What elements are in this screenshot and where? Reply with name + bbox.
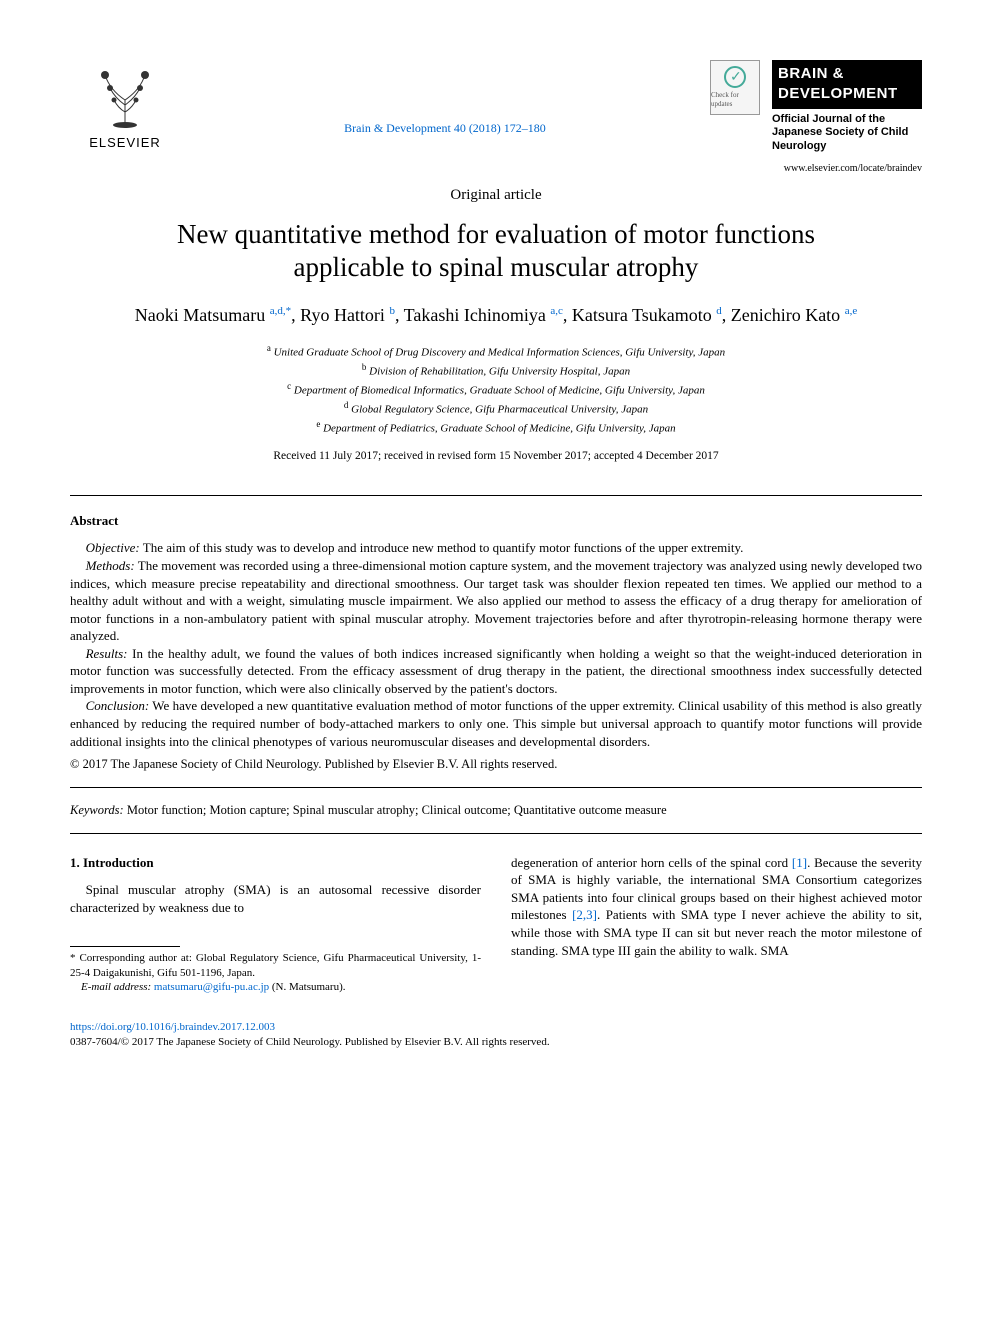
intro-para-left: Spinal muscular atrophy (SMA) is an auto… [70,881,481,916]
corresponding-email-link[interactable]: matsumaru@gifu-pu.ac.jp [154,981,269,993]
body-columns: 1. Introduction Spinal muscular atrophy … [70,854,922,995]
affil-d: Global Regulatory Science, Gifu Pharmace… [351,404,648,416]
affiliations: a United Graduate School of Drug Discove… [70,342,922,437]
rule-below-keywords [70,833,922,834]
objective-text: The aim of this study was to develop and… [143,540,744,555]
footnote-corr: * Corresponding author at: Global Regula… [70,951,481,980]
header-center: Brain & Development 40 (2018) 172–180 [180,60,710,136]
journal-reference-link[interactable]: Brain & Development 40 (2018) 172–180 [344,120,546,136]
affil-e: Department of Pediatrics, Graduate Schoo… [323,423,676,435]
objective-label: Objective: [86,540,140,555]
corresponding-footnote: * Corresponding author at: Global Regula… [70,951,481,994]
rule-above-keywords [70,787,922,788]
results-text: In the healthy adult, we found the value… [70,646,922,696]
journal-badge: BRAIN & DEVELOPMENT Official Journal of … [772,60,922,175]
right-column: degeneration of anterior horn cells of t… [511,854,922,995]
section-1-heading: 1. Introduction [70,854,481,872]
authors: Naoki Matsumaru a,d,*, Ryo Hattori b, Ta… [70,303,922,328]
page-header: ELSEVIER Brain & Development 40 (2018) 1… [70,60,922,175]
abstract-heading: Abstract [70,512,922,530]
journal-badge-title: BRAIN & DEVELOPMENT [772,60,922,109]
crossmark-label: Check for updates [711,91,759,110]
ref-link-2-3[interactable]: [2,3] [572,907,597,922]
methods-label: Methods: [86,558,135,573]
results-label: Results: [86,646,128,661]
publisher-logo-block: ELSEVIER [70,60,180,152]
journal-url: www.elsevier.com/locate/braindev [772,162,922,176]
crossmark-badge[interactable]: Check for updates [710,60,760,115]
copyright-line: © 2017 The Japanese Society of Child Neu… [70,756,922,773]
footnote-rule [70,946,180,947]
crossmark-check-icon [724,66,746,88]
col2-a: degeneration of anterior horn cells of t… [511,855,792,870]
ref-link-1[interactable]: [1] [792,855,807,870]
header-right: Check for updates BRAIN & DEVELOPMENT Of… [710,60,922,175]
elsevier-logo-icon [90,60,160,130]
methods-text: The movement was recorded using a three-… [70,558,922,643]
article-title: New quantitative method for evaluation o… [130,218,862,286]
affil-c: Department of Biomedical Informatics, Gr… [294,385,705,397]
badge-line2: DEVELOPMENT [778,85,898,102]
conclusion-label: Conclusion: [86,698,150,713]
badge-line1: BRAIN & [778,65,844,82]
abstract-objective: Objective: The aim of this study was to … [70,539,922,557]
page-footer: https://doi.org/10.1016/j.braindev.2017.… [70,1020,922,1050]
keywords-label: Keywords: [70,803,124,817]
abstract-block: Abstract Objective: The aim of this stud… [70,512,922,750]
abstract-conclusion: Conclusion: We have developed a new quan… [70,697,922,750]
intro-para-right: degeneration of anterior horn cells of t… [511,854,922,959]
affil-a: United Graduate School of Drug Discovery… [274,347,726,359]
left-column: 1. Introduction Spinal muscular atrophy … [70,854,481,995]
affil-b: Division of Rehabilitation, Gifu Univers… [369,366,630,378]
doi-link[interactable]: https://doi.org/10.1016/j.braindev.2017.… [70,1021,275,1033]
keywords-block: Keywords: Motor function; Motion capture… [70,802,922,819]
abstract-methods: Methods: The movement was recorded using… [70,557,922,645]
email-paren: (N. Matsumaru). [272,981,346,993]
keywords-text: Motor function; Motion capture; Spinal m… [127,803,667,817]
rule-above-abstract [70,495,922,496]
footer-copyright: 0387-7604/© 2017 The Japanese Society of… [70,1035,922,1050]
conclusion-text: We have developed a new quantitative eva… [70,698,922,748]
abstract-results: Results: In the healthy adult, we found … [70,645,922,698]
publisher-label: ELSEVIER [89,134,161,152]
journal-badge-subtitle: Official Journal of the Japanese Society… [772,113,922,154]
email-label: E-mail address: [81,981,151,993]
article-type: Original article [70,185,922,205]
article-dates: Received 11 July 2017; received in revis… [70,449,922,465]
